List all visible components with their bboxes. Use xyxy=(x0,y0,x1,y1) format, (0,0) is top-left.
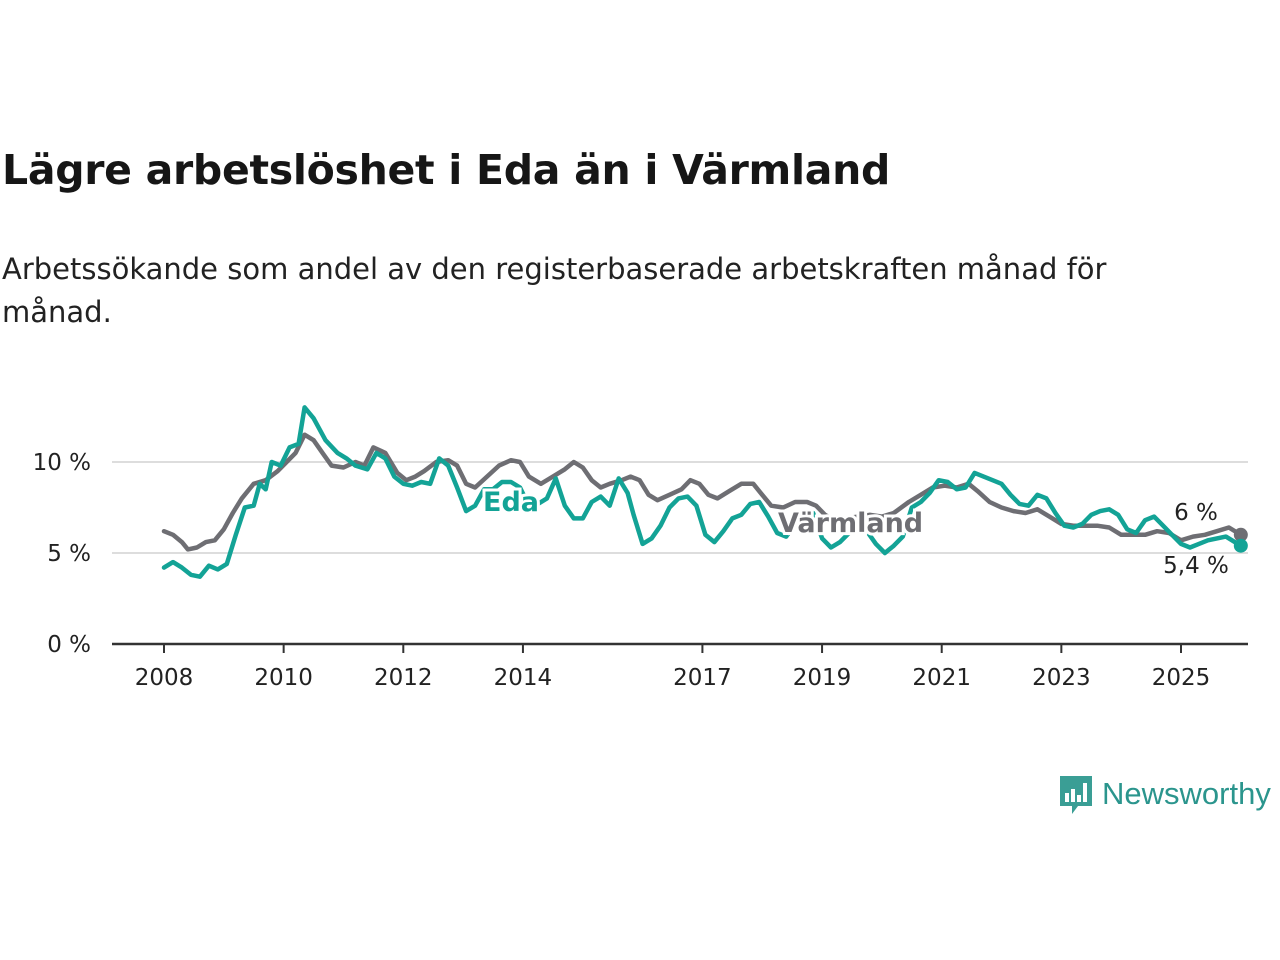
end-point-eda xyxy=(1233,538,1248,553)
chart-title: Lägre arbetslöshet i Eda än i Värmland xyxy=(2,146,891,194)
end-label-eda: 5,4 % xyxy=(1163,553,1229,579)
x-tick-label: 2017 xyxy=(673,665,732,691)
bar-chart-speech-bubble-icon xyxy=(1060,776,1092,814)
newsworthy-logo: Newsworthy xyxy=(1058,772,1271,816)
brand-name: Newsworthy xyxy=(1102,776,1271,811)
x-tick-label: 2025 xyxy=(1152,665,1211,691)
series-line-eda xyxy=(161,405,1244,579)
x-tick-label: 2012 xyxy=(374,665,433,691)
y-tick-label: 10 % xyxy=(33,450,91,476)
series-label-eda: Eda xyxy=(483,487,539,518)
y-axis-ticks: 0 % 5 % 10 % xyxy=(33,450,91,658)
end-point-varmland xyxy=(1233,527,1248,542)
series-lines xyxy=(161,405,1248,579)
chart-subtitle: Arbetssökande som andel av den registerb… xyxy=(2,252,1107,329)
y-tick-label: 5 % xyxy=(47,541,91,567)
x-axis-ticks: 2008 2010 2012 2014 2017 2019 2021 2023 2025 xyxy=(135,644,1211,691)
x-tick-label: 2023 xyxy=(1032,665,1091,691)
y-tick-label: 0 % xyxy=(47,632,91,658)
line-chart: 0 %5 %10 % 2008 2010 2012 2014 2017 2019 2021 2… xyxy=(33,405,1248,691)
series-line-varmland xyxy=(161,432,1244,552)
x-tick-label: 2019 xyxy=(793,665,852,691)
series-label-varmland: Värmland xyxy=(778,508,923,539)
x-tick-label: 2008 xyxy=(135,665,194,691)
x-tick-label: 2010 xyxy=(254,665,313,691)
series-labels: Eda Värmland 6 % 5,4 % xyxy=(480,484,1229,579)
gridlines xyxy=(112,461,1248,554)
x-tick-label: 2014 xyxy=(494,665,553,691)
x-tick-label: 2021 xyxy=(912,665,971,691)
end-label-varmland: 6 % xyxy=(1174,500,1218,526)
